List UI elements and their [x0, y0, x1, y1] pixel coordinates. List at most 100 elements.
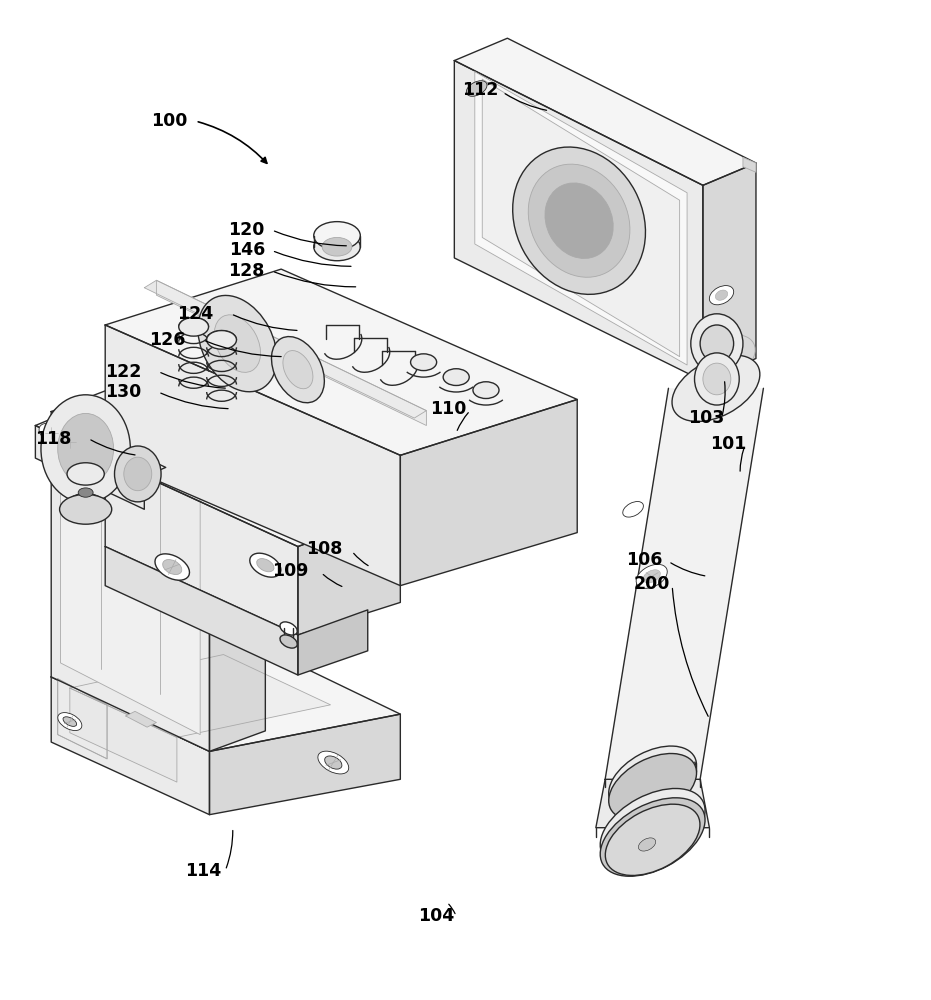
- Text: 122: 122: [104, 363, 142, 381]
- Text: 200: 200: [633, 575, 670, 593]
- Ellipse shape: [700, 325, 734, 362]
- Polygon shape: [144, 280, 426, 418]
- Text: 100: 100: [151, 112, 188, 130]
- Polygon shape: [454, 38, 756, 185]
- Polygon shape: [209, 714, 400, 815]
- Text: 101: 101: [709, 435, 747, 453]
- Ellipse shape: [257, 559, 274, 572]
- Polygon shape: [454, 61, 703, 381]
- Text: 106: 106: [626, 551, 663, 569]
- Ellipse shape: [115, 446, 161, 502]
- Ellipse shape: [63, 717, 76, 726]
- Ellipse shape: [39, 423, 63, 443]
- Ellipse shape: [63, 437, 76, 448]
- Polygon shape: [58, 679, 107, 759]
- Ellipse shape: [60, 494, 112, 524]
- Ellipse shape: [513, 147, 645, 294]
- Ellipse shape: [67, 493, 104, 516]
- Ellipse shape: [58, 413, 114, 484]
- Text: 124: 124: [178, 305, 213, 323]
- Ellipse shape: [214, 315, 261, 372]
- Polygon shape: [743, 157, 756, 172]
- Polygon shape: [156, 280, 426, 426]
- Ellipse shape: [691, 314, 743, 373]
- Polygon shape: [105, 424, 400, 547]
- Polygon shape: [105, 269, 577, 455]
- Ellipse shape: [325, 756, 342, 769]
- Ellipse shape: [609, 746, 696, 813]
- Ellipse shape: [45, 428, 58, 438]
- Ellipse shape: [280, 622, 297, 635]
- Ellipse shape: [41, 395, 130, 503]
- Ellipse shape: [67, 463, 104, 485]
- Polygon shape: [130, 465, 156, 481]
- Text: 120: 120: [228, 221, 265, 239]
- Ellipse shape: [672, 355, 760, 422]
- Ellipse shape: [636, 564, 668, 588]
- Polygon shape: [51, 677, 209, 815]
- Ellipse shape: [695, 353, 739, 405]
- Ellipse shape: [545, 183, 614, 258]
- Polygon shape: [400, 399, 577, 586]
- Text: 110: 110: [430, 400, 467, 418]
- Ellipse shape: [155, 554, 190, 580]
- Polygon shape: [51, 390, 265, 486]
- Ellipse shape: [639, 838, 655, 851]
- Polygon shape: [105, 325, 400, 586]
- Ellipse shape: [466, 81, 487, 96]
- Polygon shape: [105, 458, 298, 635]
- Polygon shape: [35, 416, 166, 477]
- Ellipse shape: [528, 164, 630, 277]
- Ellipse shape: [207, 331, 236, 349]
- Ellipse shape: [317, 751, 349, 774]
- Polygon shape: [703, 163, 756, 381]
- Text: 146: 146: [229, 241, 264, 259]
- Polygon shape: [70, 688, 177, 782]
- Polygon shape: [475, 72, 687, 365]
- Text: 114: 114: [185, 862, 221, 880]
- Ellipse shape: [709, 286, 734, 305]
- Text: 109: 109: [272, 562, 309, 580]
- Polygon shape: [51, 412, 209, 751]
- Polygon shape: [209, 465, 265, 751]
- Ellipse shape: [163, 560, 182, 575]
- Ellipse shape: [609, 754, 696, 820]
- Text: 130: 130: [105, 383, 141, 401]
- Ellipse shape: [58, 433, 82, 452]
- Ellipse shape: [280, 635, 297, 648]
- Text: 104: 104: [418, 907, 453, 925]
- Ellipse shape: [314, 233, 360, 261]
- Ellipse shape: [605, 804, 700, 875]
- Ellipse shape: [703, 363, 731, 395]
- Text: 108: 108: [305, 540, 343, 558]
- Ellipse shape: [643, 570, 660, 583]
- Ellipse shape: [198, 295, 277, 392]
- Text: 112: 112: [462, 81, 499, 99]
- Polygon shape: [298, 610, 368, 675]
- Ellipse shape: [322, 237, 352, 256]
- Text: 118: 118: [34, 430, 72, 448]
- Polygon shape: [482, 79, 680, 357]
- Ellipse shape: [443, 369, 469, 385]
- Polygon shape: [35, 426, 144, 509]
- Text: 128: 128: [228, 262, 265, 280]
- Ellipse shape: [272, 337, 324, 403]
- Ellipse shape: [473, 382, 499, 399]
- Ellipse shape: [411, 354, 437, 371]
- Ellipse shape: [124, 457, 152, 491]
- Polygon shape: [51, 638, 400, 751]
- Text: 103: 103: [688, 409, 723, 427]
- Ellipse shape: [250, 553, 281, 577]
- Polygon shape: [126, 711, 156, 727]
- Ellipse shape: [600, 798, 705, 876]
- Polygon shape: [70, 655, 331, 737]
- Polygon shape: [105, 547, 298, 675]
- Polygon shape: [61, 424, 200, 735]
- Ellipse shape: [314, 222, 360, 250]
- Ellipse shape: [78, 488, 93, 497]
- Ellipse shape: [58, 713, 82, 731]
- Polygon shape: [605, 388, 763, 779]
- Ellipse shape: [715, 290, 728, 300]
- Ellipse shape: [179, 318, 209, 336]
- Polygon shape: [596, 779, 709, 828]
